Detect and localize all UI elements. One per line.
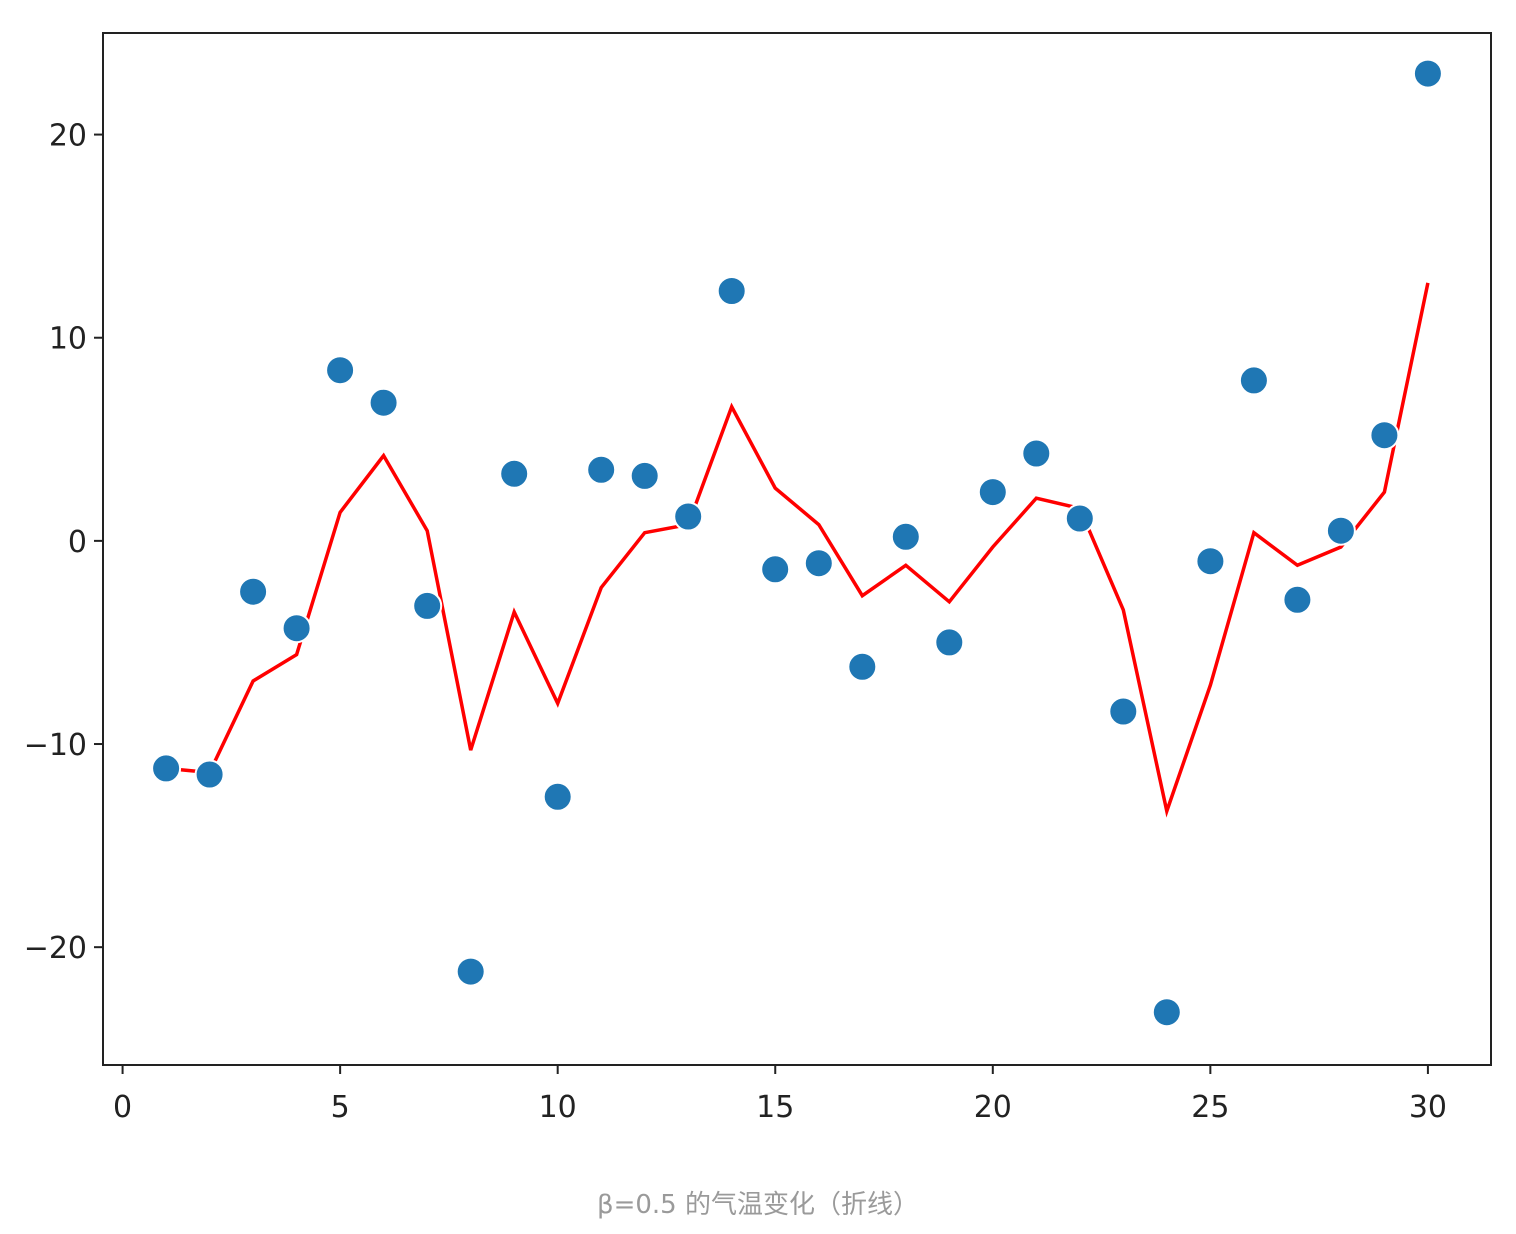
scatter-point: [673, 501, 704, 532]
scatter-point: [1412, 58, 1443, 89]
x-tick-label: 15: [756, 1090, 794, 1125]
scatter-point: [1238, 365, 1269, 396]
scatter-point: [847, 651, 878, 682]
y-tick-label: −10: [24, 728, 87, 763]
scatter-point: [890, 521, 921, 552]
scatter-point: [499, 458, 530, 489]
y-tick-label: 10: [49, 322, 87, 357]
y-tick-label: 0: [68, 525, 87, 560]
scatter-point: [1064, 503, 1095, 534]
scatter-point: [1108, 696, 1139, 727]
scatter-point: [716, 276, 747, 306]
scatter-point: [586, 454, 617, 485]
scatter-point: [281, 613, 312, 644]
x-tick-label: 5: [331, 1090, 350, 1125]
x-axis-ticks: 0 5 10 15 20 25 30: [113, 1065, 1447, 1125]
trend-line-layer: [165, 282, 1430, 818]
figure-caption: β=0.5 的气温变化（折线）: [597, 1190, 919, 1220]
scatter-point: [1195, 546, 1226, 577]
scatter-point: [1369, 420, 1400, 451]
scatter-point: [1151, 997, 1182, 1028]
y-axis-ticks: −20 −10 0 10 20: [24, 119, 103, 966]
axes-frame: [102, 32, 1492, 1066]
scatter-point: [542, 781, 573, 812]
scatter-point: [194, 759, 225, 790]
x-tick-label: 10: [539, 1090, 577, 1125]
scatter-point: [1325, 515, 1356, 546]
scatter-point: [934, 627, 965, 658]
x-tick-label: 30: [1409, 1090, 1447, 1125]
y-tick-label: −20: [24, 931, 87, 966]
scatter-point: [760, 554, 791, 585]
scatter-point: [412, 590, 443, 621]
trend-line: [165, 282, 1430, 818]
scatter-point: [455, 956, 486, 987]
x-tick-label: 25: [1191, 1090, 1229, 1125]
chart-figure: 0 5 10 15 20 25 30 −20 −10 0 10 20: [24, 32, 1492, 1125]
scatter-point: [1021, 438, 1052, 469]
scatter-point: [151, 753, 182, 784]
scatter-point: [1282, 584, 1313, 615]
scatter-point: [368, 387, 399, 418]
scatter-point: [629, 460, 660, 491]
scatter-point-layer: [151, 58, 1443, 1028]
scatter-point: [325, 355, 356, 386]
y-tick-label: 20: [49, 119, 87, 154]
scatter-point: [977, 477, 1008, 508]
scatter-point: [238, 576, 269, 607]
x-tick-label: 0: [113, 1090, 132, 1125]
x-tick-label: 20: [974, 1090, 1012, 1125]
scatter-point: [803, 548, 834, 579]
